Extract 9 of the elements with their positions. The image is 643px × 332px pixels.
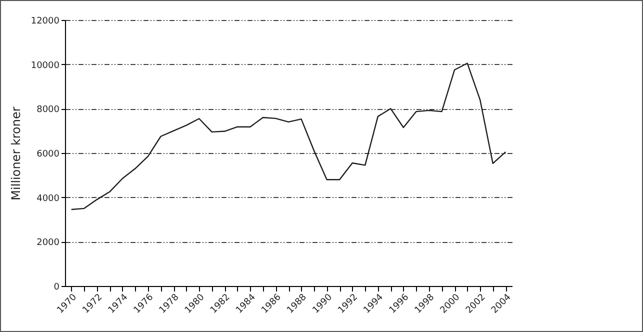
y-tick-label: 10000 <box>30 60 60 71</box>
y-tick-label: 0 <box>54 282 60 292</box>
y-axis-title: Millioner kroner <box>8 106 23 200</box>
y-tick-label: 8000 <box>36 105 60 116</box>
line-series <box>70 62 506 210</box>
y-tick-label: 12000 <box>30 16 60 26</box>
y-tick-label: 6000 <box>36 150 60 160</box>
y-tick-label: 2000 <box>36 238 60 248</box>
y-tick-label: 4000 <box>36 194 60 204</box>
